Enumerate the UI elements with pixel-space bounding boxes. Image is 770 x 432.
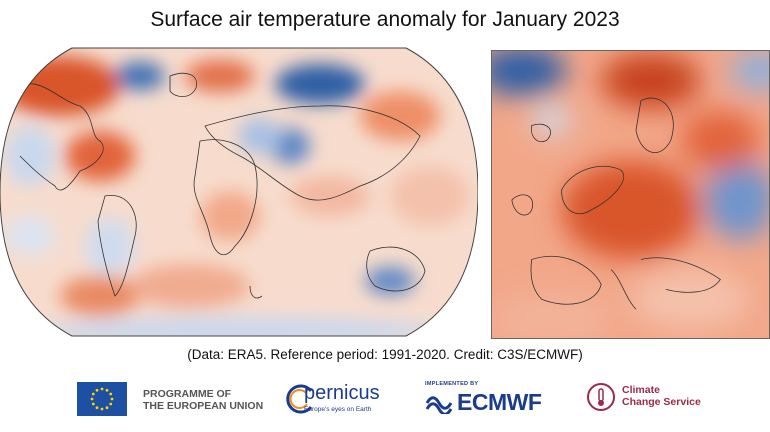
copernicus-logo-icon bbox=[286, 384, 313, 414]
europe-anomaly-map bbox=[491, 50, 770, 339]
ecmwf-wordmark: ECMWF bbox=[457, 389, 542, 415]
map-title: Surface air temperature anomaly for Janu… bbox=[150, 8, 620, 31]
copernicus-tagline: Europe's eyes on Earth bbox=[304, 406, 372, 413]
copernicus-wordmark: pernicus bbox=[304, 382, 380, 404]
implemented-by-label: IMPLEMENTED BY bbox=[425, 381, 479, 387]
eu-flag-icon bbox=[77, 382, 127, 416]
eu-programme-label: PROGRAMME OF THE EUROPEAN UNION bbox=[143, 388, 264, 412]
data-credit-caption: (Data: ERA5. Reference period: 1991-2020… bbox=[187, 347, 583, 362]
logo-bar: PROGRAMME OF THE EUROPEAN UNION pernicus… bbox=[0, 376, 770, 426]
climate-change-service-label: Climate Change Service bbox=[622, 384, 701, 408]
world-anomaly-map bbox=[0, 47, 478, 337]
ecmwf-logo-icon bbox=[425, 396, 453, 414]
climate-change-service-logo-icon bbox=[587, 383, 615, 411]
